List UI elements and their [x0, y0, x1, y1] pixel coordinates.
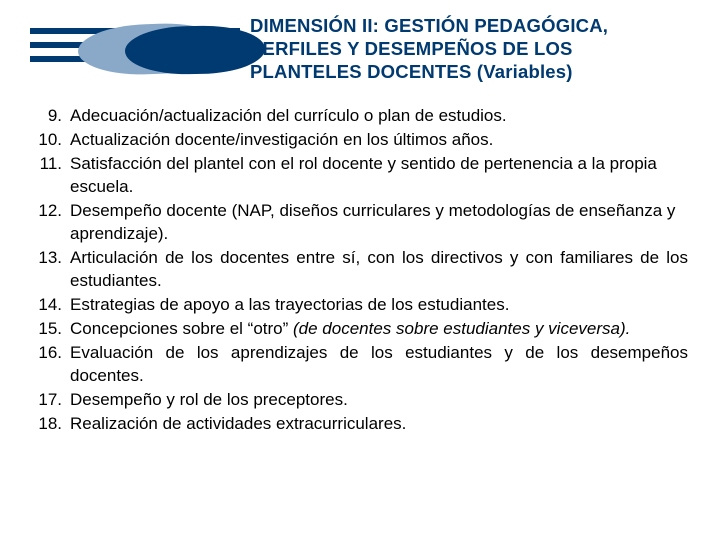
list-item-text: Realización de actividades extracurricul…	[70, 413, 688, 436]
list-item-text: Actualización docente/investigación en l…	[70, 129, 688, 152]
list-item-number: 13.	[36, 247, 70, 293]
list-item-text: Desempeño y rol de los preceptores.	[70, 389, 688, 412]
list-item-number: 10.	[36, 129, 70, 152]
list-item-number: 15.	[36, 318, 70, 341]
slide-header: DIMENSIÓN II: GESTIÓN PEDAGÓGICA, PERFIL…	[0, 0, 720, 83]
list-item-text: Desempeño docente (NAP, diseños curricul…	[70, 200, 688, 246]
list-item-number: 17.	[36, 389, 70, 412]
list-item-text: Evaluación de los aprendizajes de los es…	[70, 342, 688, 388]
list-item: 17.Desempeño y rol de los preceptores.	[36, 389, 688, 412]
list-item-text: Estrategias de apoyo a las trayectorias …	[70, 294, 688, 317]
list-item: 14.Estrategias de apoyo a las trayectori…	[36, 294, 688, 317]
list-item-number: 14.	[36, 294, 70, 317]
list-item: 11.Satisfacción del plantel con el rol d…	[36, 153, 688, 199]
list-item-number: 18.	[36, 413, 70, 436]
title-line-3: PLANTELES DOCENTES (Variables)	[250, 61, 573, 82]
list-item-number: 12.	[36, 200, 70, 246]
list-item: 13.Articulación de los docentes entre sí…	[36, 247, 688, 293]
list-item-number: 16.	[36, 342, 70, 388]
list-item-text: Satisfacción del plantel con el rol doce…	[70, 153, 688, 199]
title-line-1: DIMENSIÓN II: GESTIÓN PEDAGÓGICA,	[250, 15, 608, 36]
list-item-text: Adecuación/actualización del currículo o…	[70, 105, 688, 128]
list-item: 16.Evaluación de los aprendizajes de los…	[36, 342, 688, 388]
header-logo	[30, 28, 240, 70]
list-item-number: 9.	[36, 105, 70, 128]
list-item: 12.Desempeño docente (NAP, diseños curri…	[36, 200, 688, 246]
numbered-list: 9.Adecuación/actualización del currículo…	[0, 83, 720, 435]
title-line-2: PERFILES Y DESEMPEÑOS DE LOS	[250, 38, 573, 59]
list-item-text: Articulación de los docentes entre sí, c…	[70, 247, 688, 293]
list-item: 18.Realización de actividades extracurri…	[36, 413, 688, 436]
list-item: 10.Actualización docente/investigación e…	[36, 129, 688, 152]
list-item: 15.Concepciones sobre el “otro” (de doce…	[36, 318, 688, 341]
list-item: 9.Adecuación/actualización del currículo…	[36, 105, 688, 128]
list-item-text: Concepciones sobre el “otro” (de docente…	[70, 318, 688, 341]
list-item-number: 11.	[36, 153, 70, 199]
